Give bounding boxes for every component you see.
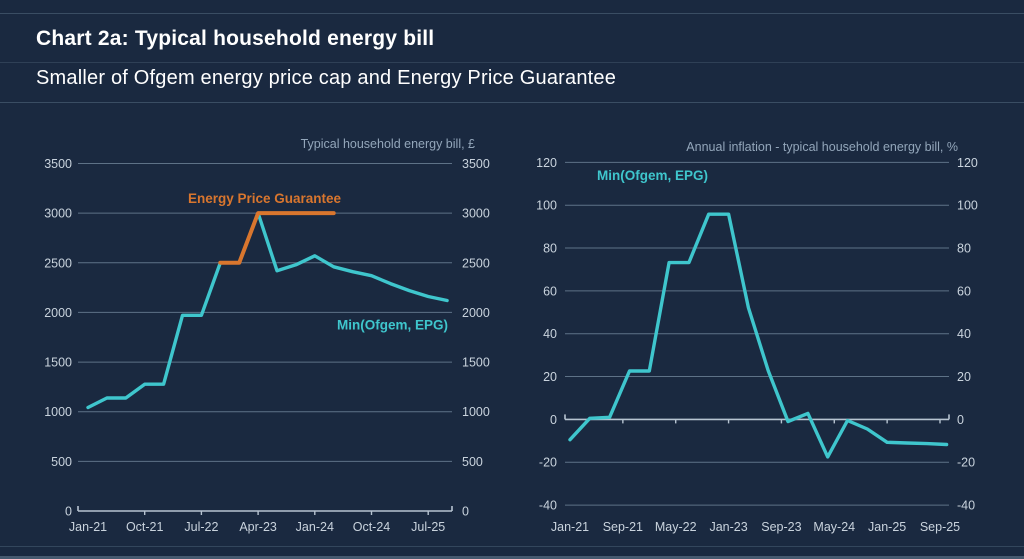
x-tick-label-Jan-21: Jan-21 bbox=[69, 520, 107, 534]
y-tick-right-2000: 2000 bbox=[462, 306, 490, 320]
legend-min-ofgem-epg: Min(Ofgem, EPG) bbox=[337, 318, 448, 333]
bill-level-chart-canvas: 0 0 500 500 1000 1000 1500 1500 2000 2000 2500 2500… bbox=[44, 137, 490, 534]
y-tick-left-20: 20 bbox=[543, 370, 557, 384]
separator-bottom bbox=[0, 546, 1024, 547]
y-tick-left-2000: 2000 bbox=[44, 306, 72, 320]
x-tick-label-Jan-24: Jan-24 bbox=[296, 520, 334, 534]
legend-energy-price-guarantee: Energy Price Guarantee bbox=[188, 191, 342, 206]
separator-subtitle bbox=[0, 102, 1024, 103]
y-tick-right-3500: 3500 bbox=[462, 157, 490, 171]
bill-inflation-chart-canvas: -40 -40 -20 -20 0 0 20 20 40 40 60 60 80 80 100 100 120 1… bbox=[536, 140, 978, 534]
x-tick-label-Jul-25: Jul-25 bbox=[411, 520, 445, 534]
x-tick-label-Jan-21: Jan-21 bbox=[551, 520, 589, 534]
y-tick-left-3000: 3000 bbox=[44, 207, 72, 221]
page-title: Chart 2a: Typical household energy bill bbox=[36, 27, 435, 50]
y-tick-left-1000: 1000 bbox=[44, 405, 72, 419]
y-tick-right-500: 500 bbox=[462, 455, 483, 469]
y-tick-left-0: 0 bbox=[550, 413, 557, 427]
x-tick-label-Apr-23: Apr-23 bbox=[239, 520, 277, 534]
bill-inflation-chart: -40 -40 -20 -20 0 0 20 20 40 40 60 60 80 80 100 100 120 1… bbox=[510, 133, 1015, 550]
y-tick-left-40: 40 bbox=[543, 327, 557, 341]
x-tick-label-Sep-21: Sep-21 bbox=[603, 520, 643, 534]
separator-title bbox=[0, 62, 1024, 63]
y-tick-left-80: 80 bbox=[543, 242, 557, 256]
y-tick-left-60: 60 bbox=[543, 284, 557, 298]
y-tick-left--40: -40 bbox=[539, 499, 557, 513]
y-tick-right-0: 0 bbox=[957, 413, 964, 427]
y-tick-right-80: 80 bbox=[957, 242, 971, 256]
separator-top bbox=[0, 13, 1024, 14]
series-line-min-ofgem-epg bbox=[86, 211, 449, 410]
y-tick-left-500: 500 bbox=[51, 455, 72, 469]
y-tick-right-40: 40 bbox=[957, 327, 971, 341]
x-tick-label-Sep-23: Sep-23 bbox=[761, 520, 801, 534]
y-tick-left-120: 120 bbox=[536, 156, 557, 170]
y-tick-right--20: -20 bbox=[957, 456, 975, 470]
y-tick-right-2500: 2500 bbox=[462, 256, 490, 270]
y-tick-right-1500: 1500 bbox=[462, 356, 490, 370]
page-subtitle: Smaller of Ofgem energy price cap and En… bbox=[36, 67, 617, 89]
y-tick-right-3000: 3000 bbox=[462, 207, 490, 221]
x-tick-label-Sep-25: Sep-25 bbox=[920, 520, 960, 534]
y-tick-right-1000: 1000 bbox=[462, 405, 490, 419]
x-tick-label-Jul-22: Jul-22 bbox=[184, 520, 218, 534]
y-tick-right--40: -40 bbox=[957, 499, 975, 513]
page-bottom-edge bbox=[0, 556, 1024, 559]
y-tick-right-60: 60 bbox=[957, 284, 971, 298]
chart-title: Typical household energy bill, £ bbox=[301, 137, 475, 151]
y-tick-left-1500: 1500 bbox=[44, 356, 72, 370]
y-tick-left-0: 0 bbox=[65, 505, 72, 519]
series-line-min-ofgem-epg bbox=[568, 212, 949, 459]
x-tick-label-May-24: May-24 bbox=[813, 520, 855, 534]
legend-min-ofgem-epg: Min(Ofgem, EPG) bbox=[597, 168, 708, 183]
y-tick-right-20: 20 bbox=[957, 370, 971, 384]
y-tick-left--20: -20 bbox=[539, 456, 557, 470]
series-line-energy-price-guarantee bbox=[218, 211, 336, 265]
y-tick-right-120: 120 bbox=[957, 156, 978, 170]
y-tick-right-100: 100 bbox=[957, 199, 978, 213]
x-tick-label-Jan-23: Jan-23 bbox=[709, 520, 747, 534]
x-tick-label-Oct-21: Oct-21 bbox=[126, 520, 164, 534]
chart-title: Annual inflation - typical household ene… bbox=[686, 140, 958, 154]
bill-level-chart: 0 0 500 500 1000 1000 1500 1500 2000 2000 2500 2500… bbox=[30, 133, 500, 550]
y-tick-left-100: 100 bbox=[536, 199, 557, 213]
y-tick-left-3500: 3500 bbox=[44, 157, 72, 171]
x-tick-label-Jan-25: Jan-25 bbox=[868, 520, 906, 534]
x-tick-label-May-22: May-22 bbox=[655, 520, 697, 534]
x-tick-label-Oct-24: Oct-24 bbox=[353, 520, 391, 534]
y-tick-left-2500: 2500 bbox=[44, 256, 72, 270]
y-tick-right-0: 0 bbox=[462, 505, 469, 519]
